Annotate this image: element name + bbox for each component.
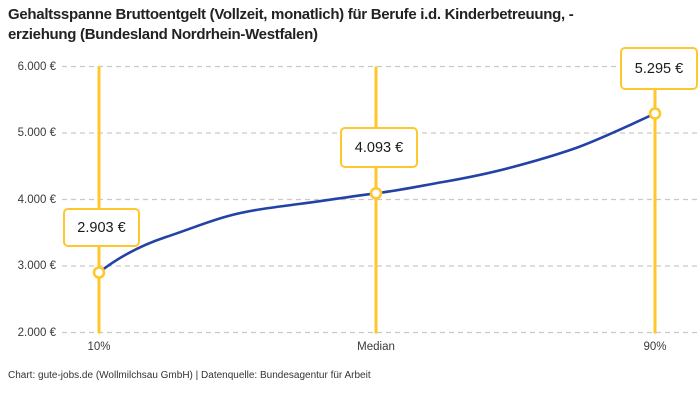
chart-title-line2: erziehung (Bundesland Nordrhein-Westfale…: [8, 26, 318, 43]
value-label-90pct: 5.295 €: [620, 47, 698, 90]
y-tick-2000: 2.000 €: [17, 326, 56, 339]
marker-median: [369, 187, 383, 200]
y-tick-4000: 4.000 €: [17, 193, 56, 206]
gridlines: [62, 65, 697, 334]
value-label-10pct: 2.903 €: [63, 208, 140, 247]
value-label-median-text: 4.093 €: [354, 139, 404, 156]
data-point-markers: [92, 107, 662, 279]
y-tick-5000: 5.000 €: [17, 127, 56, 139]
value-label-10pct-text: 2.903 €: [77, 219, 126, 236]
value-label-90pct-text: 5.295 €: [634, 60, 684, 77]
source-credit: Chart: gute-jobs.de (Wollmilchsau GmbH) …: [8, 370, 371, 381]
chart-title-line1: Gehaltsspanne Bruttoentgelt (Vollzeit, m…: [8, 6, 574, 23]
chart-title: Gehaltsspanne Bruttoentgelt (Vollzeit, m…: [8, 5, 694, 45]
value-label-median: 4.093 €: [340, 127, 418, 168]
marker-10pct: [92, 266, 106, 279]
x-tick-90pct: 90%: [643, 341, 667, 353]
x-tick-median: Median: [357, 341, 395, 353]
marker-90pct: [648, 107, 662, 120]
y-tick-6000: 6.000 €: [17, 60, 56, 73]
x-tick-10pct: 10%: [87, 341, 111, 353]
y-tick-3000: 3.000 €: [17, 260, 56, 272]
